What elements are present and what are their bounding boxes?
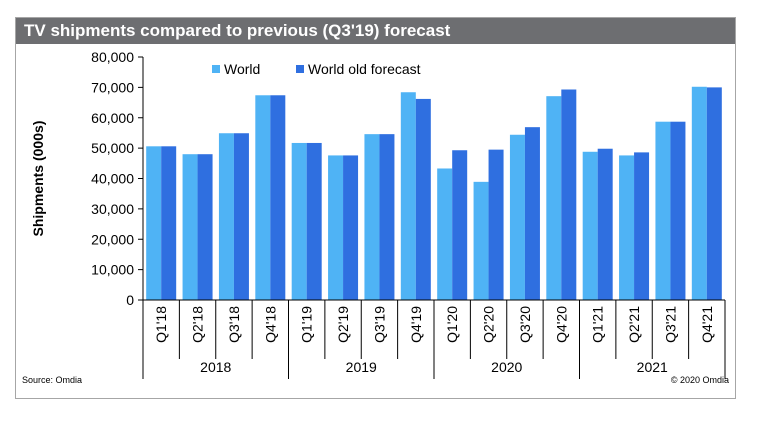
chart-title: TV shipments compared to previous (Q3'19… xyxy=(24,21,451,40)
bar-old-forecast-8 xyxy=(415,98,431,300)
bar-world-7 xyxy=(364,134,380,300)
bar-world-11 xyxy=(509,134,525,300)
category-label: Q4'20 xyxy=(553,306,569,343)
bar-world-5 xyxy=(291,142,307,300)
bar-world-1 xyxy=(146,146,162,300)
y-tick-label: 10,000 xyxy=(91,262,134,278)
legend-swatch-old-forecast xyxy=(296,65,304,73)
legend-label-old-forecast: World old forecast xyxy=(308,61,421,77)
year-label-2021: 2021 xyxy=(637,359,668,375)
title-bar: TV shipments compared to previous (Q3'19… xyxy=(16,18,735,44)
category-label: Q1'18 xyxy=(153,306,169,343)
bar-old-forecast-4 xyxy=(270,95,286,301)
source-note: Source: Omdia xyxy=(22,375,83,385)
y-tick-label: 80,000 xyxy=(91,49,134,65)
year-label-2020: 2020 xyxy=(491,359,522,375)
bar-world-8 xyxy=(400,92,416,301)
bar-old-forecast-5 xyxy=(306,142,322,300)
year-label-2018: 2018 xyxy=(200,359,231,375)
bar-world-14 xyxy=(619,155,635,300)
category-label: Q4'19 xyxy=(408,306,424,343)
bar-world-2 xyxy=(182,154,198,300)
category-label: Q3'18 xyxy=(226,306,242,343)
bar-old-forecast-10 xyxy=(488,149,504,300)
bar-old-forecast-12 xyxy=(561,89,577,300)
bar-world-16 xyxy=(691,86,707,301)
y-tick-label: 50,000 xyxy=(91,140,134,156)
bar-old-forecast-3 xyxy=(233,133,249,300)
legend-swatch-world xyxy=(212,65,220,73)
legend-label-world: World xyxy=(224,61,260,77)
y-tick-label: 30,000 xyxy=(91,201,134,217)
bar-old-forecast-6 xyxy=(343,155,359,300)
y-axis-title: Shipments (000s) xyxy=(30,121,46,237)
y-tick-label: 0 xyxy=(126,292,134,308)
category-label: Q2'18 xyxy=(190,306,206,343)
bar-world-13 xyxy=(582,151,598,300)
bar-world-9 xyxy=(437,168,453,300)
category-label: Q1'20 xyxy=(444,306,460,343)
category-label: Q3'19 xyxy=(371,306,387,343)
bar-old-forecast-11 xyxy=(524,127,540,300)
category-label: Q1'19 xyxy=(299,306,315,343)
category-label: Q4'21 xyxy=(699,306,715,343)
copyright-note: © 2020 Omdia xyxy=(670,375,729,385)
chart-frame: TV shipments compared to previous (Q3'19… xyxy=(15,17,736,399)
category-label: Q3'20 xyxy=(517,306,533,343)
bar-world-6 xyxy=(328,155,344,300)
bar-old-forecast-13 xyxy=(597,148,613,300)
y-tick-label: 60,000 xyxy=(91,110,134,126)
bar-old-forecast-15 xyxy=(670,121,686,300)
y-tick-label: 40,000 xyxy=(91,171,134,187)
y-tick-label: 20,000 xyxy=(91,231,134,247)
bar-old-forecast-1 xyxy=(161,146,177,300)
bar-world-12 xyxy=(546,96,562,301)
category-label: Q2'19 xyxy=(335,306,351,343)
category-label: Q4'18 xyxy=(262,306,278,343)
bar-old-forecast-14 xyxy=(634,152,650,300)
category-label: Q1'21 xyxy=(590,306,606,343)
bar-world-15 xyxy=(655,121,671,300)
category-label: Q3'21 xyxy=(662,306,678,343)
bar-old-forecast-7 xyxy=(379,134,395,300)
y-tick-label: 70,000 xyxy=(91,79,134,95)
bar-old-forecast-9 xyxy=(452,150,468,300)
bar-world-4 xyxy=(255,95,271,301)
bar-chart: 0 10,000 20,000 30,000 40,000 50,000 60,000 70,… xyxy=(30,49,726,379)
bar-world-10 xyxy=(473,181,489,300)
year-label-2019: 2019 xyxy=(346,359,377,375)
category-label: Q2'20 xyxy=(481,306,497,343)
bar-old-forecast-2 xyxy=(197,154,213,300)
bar-world-3 xyxy=(218,133,234,300)
bar-old-forecast-16 xyxy=(706,87,722,301)
category-label: Q2'21 xyxy=(626,306,642,343)
